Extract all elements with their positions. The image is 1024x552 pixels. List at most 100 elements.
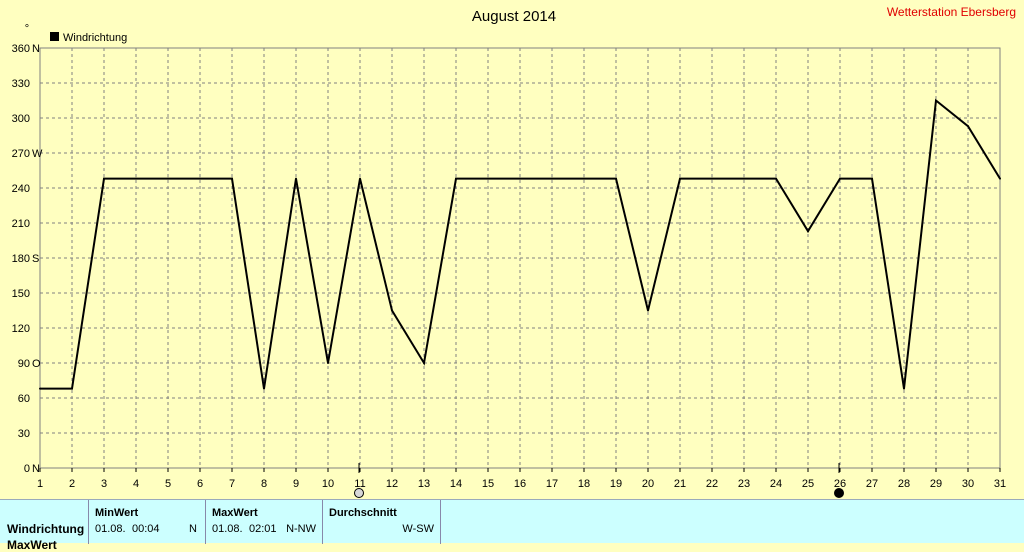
- data-point: [39, 387, 41, 390]
- y-tick-label: 30: [18, 428, 30, 440]
- x-tick-label: 16: [514, 478, 526, 490]
- data-point: [551, 177, 553, 180]
- y-tick-label: 120: [12, 323, 30, 335]
- y-unit-symbol: °: [25, 23, 29, 35]
- x-tick-label: 9: [293, 478, 299, 490]
- x-tick-label: 1: [37, 478, 43, 490]
- full-moon-icon: [354, 488, 364, 498]
- data-point: [807, 230, 809, 233]
- legend: Windrichtung: [50, 32, 127, 44]
- x-tick-label: 30: [962, 478, 974, 490]
- data-point: [359, 177, 361, 180]
- avg-header: Durchschnitt: [329, 507, 397, 519]
- x-tick-label: 6: [197, 478, 203, 490]
- data-point: [615, 177, 617, 180]
- min-date: 01.08.: [95, 523, 126, 535]
- y-tick-label: 60: [18, 393, 30, 405]
- wind-direction-chart: August 2014 Wetterstation Ebersberg ° Wi…: [12, 5, 1016, 498]
- data-point: [967, 125, 969, 128]
- x-tick-label: 25: [802, 478, 814, 490]
- x-tick-label: 23: [738, 478, 750, 490]
- y-tick-label: 270: [12, 148, 30, 160]
- x-axis: 1 2 3 4 5 6 7 8 9 10 11 12 13 14 15 16 17 18 19 20 21 22 23 24 2…: [37, 468, 1006, 490]
- x-tick-label: 11: [354, 478, 365, 490]
- stats-avg-column: Durchschnitt W-SW: [323, 500, 441, 544]
- new-moon-icon: [834, 488, 844, 498]
- min-direction: N: [189, 523, 197, 535]
- y-direction-label: S: [32, 253, 39, 265]
- x-tick-label: 27: [866, 478, 878, 490]
- x-tick-label: 15: [482, 478, 494, 490]
- stats-row-header: Windrichtung MaxWert: [0, 500, 89, 552]
- x-tick-label: 17: [546, 478, 558, 490]
- data-point: [519, 177, 521, 180]
- min-time: 00:04: [132, 523, 160, 535]
- data-point: [263, 387, 265, 390]
- x-tick-label: 29: [930, 478, 942, 490]
- y-tick-label: 360: [12, 43, 30, 55]
- grid: [40, 48, 1000, 468]
- data-point: [775, 177, 777, 180]
- avg-direction: W-SW: [402, 523, 434, 535]
- series-line: [40, 98, 1001, 390]
- x-tick-label: 20: [642, 478, 654, 490]
- x-tick-label: 12: [386, 478, 398, 490]
- data-point: [71, 387, 73, 390]
- x-tick-label: 26: [834, 478, 846, 490]
- data-point: [679, 177, 681, 180]
- x-tick-label: 7: [229, 478, 235, 490]
- data-point: [231, 177, 233, 180]
- y-direction-label: N: [32, 463, 40, 475]
- data-point: [647, 309, 649, 312]
- moon-phases: [354, 463, 844, 498]
- data-point: [583, 177, 585, 180]
- y-tick-label: 90: [18, 358, 30, 370]
- stats-row-label-2: MaxWert: [7, 538, 57, 552]
- min-header: MinWert: [95, 507, 139, 519]
- data-point: [935, 99, 937, 102]
- x-tick-label: 31: [994, 478, 1006, 490]
- data-point: [391, 309, 393, 312]
- max-date: 01.08.: [212, 523, 243, 535]
- x-tick-label: 13: [418, 478, 430, 490]
- x-tick-label: 5: [165, 478, 171, 490]
- stats-max-column: MaxWert 01.08. 02:01 N-NW: [206, 500, 323, 544]
- data-point: [839, 177, 841, 180]
- x-tick-label: 21: [674, 478, 686, 490]
- max-time: 02:01: [249, 523, 277, 535]
- data-point: [327, 362, 329, 364]
- data-point: [295, 177, 297, 180]
- legend-label: Windrichtung: [63, 32, 127, 44]
- data-point: [903, 387, 905, 390]
- x-tick-label: 14: [450, 478, 462, 490]
- y-direction-label: W: [32, 148, 43, 160]
- stats-row-label: Windrichtung: [7, 522, 85, 536]
- max-header: MaxWert: [212, 507, 258, 519]
- x-tick-label: 10: [322, 478, 334, 490]
- data-point: [455, 177, 457, 180]
- data-point: [487, 177, 489, 180]
- x-tick-label: 18: [578, 478, 590, 490]
- data-point: [167, 177, 169, 180]
- max-direction: N-NW: [286, 523, 316, 535]
- y-tick-label: 210: [12, 218, 30, 230]
- y-tick-label: 240: [12, 183, 30, 195]
- statistics-panel: Windrichtung MaxWert MinWert 01.08. 00:0…: [0, 499, 1024, 552]
- y-tick-label: 330: [12, 78, 30, 90]
- station-name: Wetterstation Ebersberg: [887, 5, 1016, 19]
- y-direction-label: O: [32, 358, 41, 370]
- x-tick-label: 4: [133, 478, 139, 490]
- data-point: [999, 177, 1001, 180]
- legend-swatch: [50, 32, 59, 41]
- data-point: [743, 177, 745, 180]
- x-tick-label: 24: [770, 478, 782, 490]
- y-direction-label: N: [32, 43, 40, 55]
- y-tick-label: 180: [12, 253, 30, 265]
- y-tick-label: 150: [12, 288, 30, 300]
- x-tick-label: 3: [101, 478, 107, 490]
- data-point: [871, 177, 873, 180]
- data-point: [103, 177, 105, 180]
- data-point: [199, 177, 201, 180]
- x-tick-label: 2: [69, 478, 75, 490]
